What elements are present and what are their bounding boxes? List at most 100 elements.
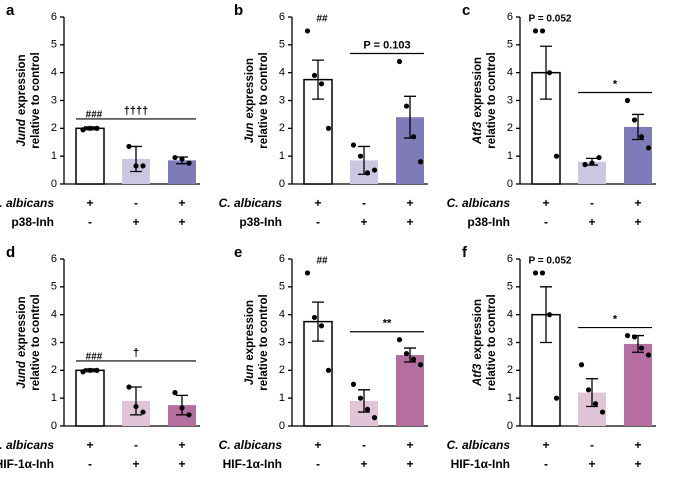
condition-label: HIF-1α-Inh <box>223 457 282 471</box>
condition-sign: - <box>544 457 548 471</box>
y-axis-label: relative to control <box>258 294 270 391</box>
data-point <box>133 163 139 169</box>
y-tick-label: 4 <box>51 309 57 321</box>
data-point <box>172 154 178 161</box>
data-point <box>350 142 357 148</box>
y-tick-label: 0 <box>51 420 57 432</box>
condition-sign: - <box>316 457 320 471</box>
condition-sign: - <box>590 438 594 452</box>
data-point <box>179 405 185 411</box>
y-axis-label: Jun expression <box>244 300 256 385</box>
annotation: P = 0.052 <box>529 14 572 25</box>
y-tick-label: 1 <box>279 392 285 404</box>
data-point <box>311 72 318 79</box>
condition-sign: + <box>406 457 413 471</box>
bar <box>75 127 105 185</box>
condition-sign: + <box>588 457 595 471</box>
data-point <box>624 97 631 104</box>
y-tick-label: 5 <box>507 281 513 293</box>
panel-letter: a <box>6 2 15 19</box>
panel-letter: e <box>234 244 242 261</box>
condition-label: C. albicans <box>447 196 511 210</box>
y-label-gene: Jund <box>16 360 28 388</box>
bar <box>578 161 606 184</box>
data-point <box>410 356 417 362</box>
y-tick-label: 3 <box>51 94 57 106</box>
data-point <box>410 134 417 140</box>
data-point <box>179 156 185 162</box>
y-axis-label: relative to control <box>30 294 42 391</box>
data-point <box>311 314 318 321</box>
y-tick-label: 2 <box>279 122 285 134</box>
data-point <box>592 401 599 407</box>
annotation: * <box>613 78 618 90</box>
data-point <box>553 395 560 401</box>
data-point <box>357 153 364 159</box>
annotation: * <box>613 313 618 325</box>
y-tick-label: 0 <box>507 420 513 432</box>
y-tick-label: 1 <box>507 392 513 404</box>
y-tick-label: 3 <box>507 336 513 348</box>
condition-sign: - <box>544 215 548 229</box>
error-bar <box>540 45 552 100</box>
condition-sign: + <box>132 215 139 229</box>
y-tick-label: 6 <box>279 253 285 265</box>
data-point <box>631 334 638 340</box>
y-tick-label: 2 <box>51 122 57 134</box>
bar <box>303 78 333 185</box>
condition-sign: + <box>542 438 549 452</box>
annotation: † <box>133 347 139 359</box>
condition-label: p38-Inh <box>467 215 510 229</box>
y-axis-label: relative to control <box>486 294 498 391</box>
data-point <box>403 103 410 109</box>
annotation: ### <box>86 352 103 363</box>
data-point <box>364 406 371 412</box>
condition-label: C. albicans <box>219 196 283 210</box>
annotation: ## <box>316 14 328 25</box>
data-point <box>645 352 652 358</box>
condition-label: C. albicans <box>219 438 283 452</box>
data-point <box>417 362 424 368</box>
data-point <box>546 70 553 76</box>
condition-sign: - <box>88 457 92 471</box>
annotation: ### <box>86 110 103 121</box>
error-bar <box>586 378 598 408</box>
y-axis-label: relative to control <box>258 52 270 149</box>
data-point <box>578 362 585 368</box>
data-point <box>638 134 645 140</box>
data-point <box>80 369 86 375</box>
data-point <box>364 170 371 176</box>
condition-label: p38-Inh <box>239 215 282 229</box>
annotation: ## <box>316 256 328 267</box>
condition-sign: - <box>134 196 138 210</box>
y-tick-label: 1 <box>507 150 513 162</box>
y-label-gene: Jun <box>244 365 256 385</box>
condition-sign: - <box>316 215 320 229</box>
y-axis-label: Atf3 expression <box>472 57 484 145</box>
y-label-text: expression <box>16 54 28 115</box>
condition-sign: + <box>542 196 549 210</box>
condition-label: C. albicans <box>447 438 511 452</box>
y-tick-label: 4 <box>279 309 285 321</box>
y-label-text: expression <box>244 58 256 119</box>
data-point <box>325 367 332 373</box>
data-point <box>357 395 364 401</box>
data-point <box>87 367 93 373</box>
condition-sign: + <box>360 215 367 229</box>
panel-letter: c <box>462 2 470 19</box>
data-point <box>350 381 357 387</box>
condition-sign: + <box>406 215 413 229</box>
data-point <box>126 384 132 390</box>
y-tick-label: 4 <box>507 67 513 79</box>
y-tick-label: 5 <box>507 39 513 51</box>
panel-letter: d <box>6 244 15 261</box>
data-point <box>582 161 588 168</box>
y-label-gene: Jun <box>244 123 256 143</box>
y-tick-label: 3 <box>51 336 57 348</box>
error-bar <box>540 286 552 344</box>
y-tick-label: 2 <box>51 364 57 376</box>
data-point <box>133 403 139 410</box>
data-point <box>371 167 378 173</box>
condition-sign: + <box>634 215 641 229</box>
